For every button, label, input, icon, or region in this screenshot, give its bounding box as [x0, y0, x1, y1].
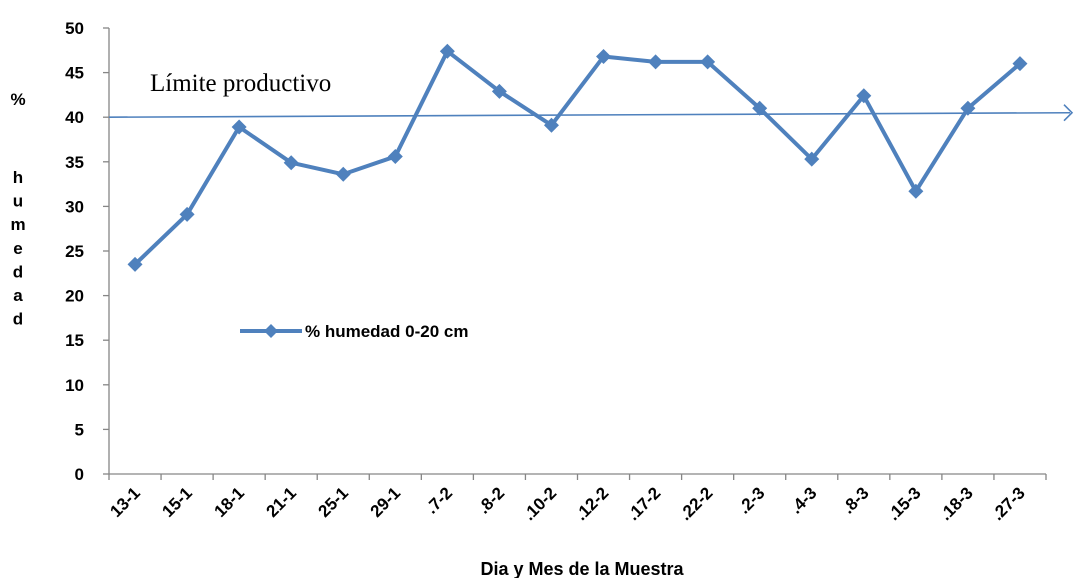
- y-tick-label: 45: [65, 64, 84, 83]
- data-point-marker: [387, 148, 403, 164]
- data-point-marker: [908, 183, 924, 199]
- y-axis-title-letter: h: [13, 168, 23, 187]
- x-tick-label: 13-1: [106, 483, 143, 520]
- y-axis-title-letter: d: [13, 262, 23, 281]
- data-point-marker: [752, 100, 768, 116]
- y-tick-label: 0: [75, 465, 84, 484]
- data-point-marker: [335, 166, 351, 182]
- y-tick-label: 35: [65, 153, 84, 172]
- y-tick-label: 20: [65, 287, 84, 306]
- data-point-marker: [700, 54, 716, 70]
- y-tick-label: 50: [65, 19, 84, 38]
- x-tick-label: .12-2: [572, 483, 613, 524]
- x-tick-label: .15-3: [884, 483, 925, 524]
- x-tick-label: .4-3: [786, 483, 820, 517]
- x-axis-ticks: 13-1 15-1 18-1 21-1 25-1 29-1 .7-2 .8-2 .10-2 .12…: [106, 474, 1047, 524]
- data-point-marker: [491, 83, 507, 99]
- x-tick-label: .2-3: [734, 483, 768, 517]
- data-point-marker: [439, 43, 455, 59]
- series-polyline: [133, 49, 1022, 266]
- data-point-marker: [231, 119, 247, 135]
- data-point-marker: [127, 256, 143, 272]
- y-axis-title-letter: e: [13, 239, 22, 258]
- legend-label: % humedad 0-20 cm: [305, 322, 468, 341]
- x-axis-title: Dia y Mes de la Muestra: [480, 559, 684, 578]
- legend-marker: [264, 324, 278, 338]
- y-tick-label: 15: [65, 331, 84, 350]
- y-axis-title-symbol: %: [10, 90, 25, 109]
- x-tick-label: 15-1: [158, 483, 195, 520]
- x-tick-label: .27-3: [988, 483, 1029, 524]
- y-tick-label: 25: [65, 242, 84, 261]
- data-point-marker: [648, 54, 664, 70]
- x-tick-label: 21-1: [263, 483, 300, 520]
- data-point-marker: [960, 100, 976, 116]
- x-tick-label: 25-1: [315, 483, 352, 520]
- limit-annotation: Límite productivo: [150, 70, 331, 97]
- y-tick-label: 30: [65, 197, 84, 216]
- data-point-marker: [179, 206, 195, 222]
- x-tick-label: .17-2: [624, 483, 665, 524]
- legend: % humedad 0-20 cm: [240, 322, 468, 341]
- x-tick-label: .8-2: [474, 483, 508, 517]
- x-tick-label: .18-3: [936, 483, 977, 524]
- y-axis-ticks: 0 5 10 15 20 25 30 35 40 45 50: [65, 19, 109, 484]
- x-tick-label: .10-2: [519, 483, 560, 524]
- y-axis-title: %humedad: [10, 90, 25, 329]
- data-point-marker: [596, 49, 612, 65]
- reference-line-arrowhead: [1063, 104, 1074, 122]
- y-axis-title-letter: m: [10, 215, 25, 234]
- series-line: [127, 43, 1028, 272]
- data-point-marker: [856, 88, 872, 104]
- data-point-marker: [1012, 56, 1028, 72]
- y-axis-title-letter: a: [13, 286, 23, 305]
- x-tick-label: .8-3: [838, 483, 872, 517]
- y-tick-label: 40: [65, 108, 84, 127]
- y-axis-title-letter: d: [13, 310, 23, 329]
- x-tick-label: 18-1: [210, 483, 247, 520]
- x-tick-label: .22-2: [676, 483, 717, 524]
- data-point-marker: [543, 117, 559, 133]
- data-point-marker: [283, 155, 299, 171]
- y-tick-label: 10: [65, 376, 84, 395]
- x-tick-label: 29-1: [367, 483, 404, 520]
- y-tick-label: 5: [75, 420, 84, 439]
- limit-reference-line: [108, 104, 1074, 122]
- x-tick-label: .7-2: [422, 483, 456, 517]
- y-axis-title-letter: u: [13, 192, 23, 211]
- data-point-marker: [804, 151, 820, 167]
- reference-line: [108, 111, 1071, 118]
